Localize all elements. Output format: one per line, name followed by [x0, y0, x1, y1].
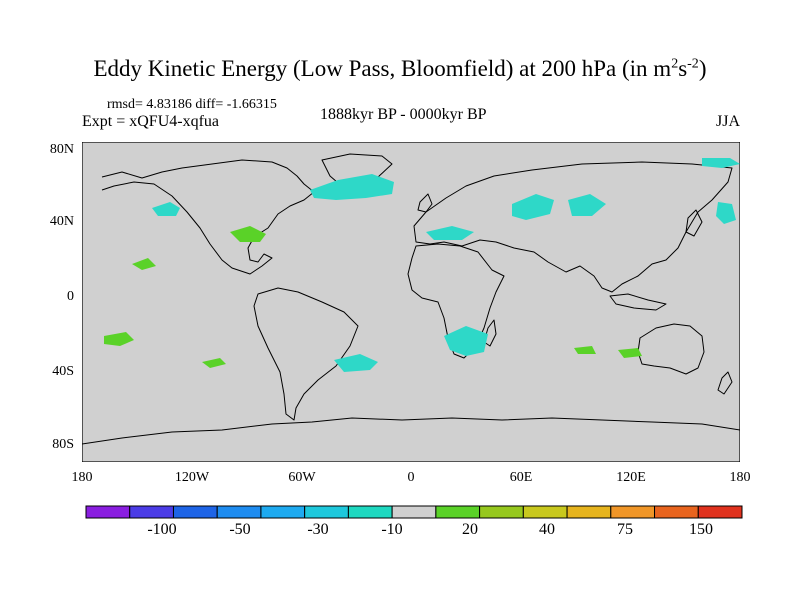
colorbar-label: 150 [689, 521, 713, 538]
experiment-label: Expt = xQFU4-xqfua [82, 113, 220, 130]
positive-anomaly-indian-ocean [574, 346, 596, 354]
negative-anomaly-arctic [702, 158, 740, 168]
indonesia-coast [609, 293, 667, 311]
colorbar-swatch [347, 505, 393, 519]
positive-anomaly-south-pacific-2 [202, 358, 226, 368]
antarctica-coast [82, 417, 740, 445]
colorbar-swatch [697, 505, 743, 519]
north-america-coast [101, 159, 315, 275]
positive-anomaly-south-pacific [104, 332, 134, 346]
coastlines [82, 153, 740, 445]
time-period-label: 1888kyr BP - 0000kyr BP [320, 106, 487, 123]
lat-tick-80s: 80S [52, 437, 74, 452]
anomaly-contours [104, 158, 740, 372]
lat-tick-0: 0 [67, 289, 74, 304]
south-america-coast [253, 287, 359, 421]
colorbar-swatch [435, 505, 481, 519]
colorbar-swatch [654, 505, 699, 519]
negative-anomaly-south-africa [444, 326, 488, 356]
colorbar-swatch [610, 505, 656, 519]
positive-anomaly-australia [618, 348, 642, 358]
lon-tick-180w: 180 [71, 470, 93, 485]
colorbar-label: -30 [307, 521, 329, 538]
season-label: JJA [716, 113, 741, 130]
rmsd-diff-stats: rmsd= 4.83186 diff= -1.66315 [107, 97, 277, 112]
colorbar [85, 505, 743, 519]
plot-title: Eddy Kinetic Energy (Low Pass, Bloomfiel… [93, 56, 707, 81]
colorbar-label: 40 [539, 521, 555, 538]
negative-anomaly-north-atlantic [310, 174, 394, 200]
colorbar-swatch [129, 505, 174, 519]
colorbar-swatch [304, 505, 349, 519]
map-frame [82, 142, 740, 462]
lon-tick-60e: 60E [509, 470, 533, 485]
lon-tick-0: 0 [407, 470, 415, 485]
colorbar-swatch [85, 505, 131, 519]
positive-anomaly-pacific [132, 258, 156, 270]
negative-anomaly-east-asia [716, 202, 736, 224]
negative-anomaly-siberia [512, 194, 554, 220]
australia-coast [637, 323, 705, 375]
lon-tick-60w: 60W [288, 470, 316, 485]
colorbar-swatch [566, 505, 612, 519]
colorbar-label: -100 [147, 521, 177, 538]
lat-tick-40s: 40S [52, 364, 74, 379]
lon-tick-120w: 120W [174, 470, 210, 485]
lon-tick-120e: 120E [616, 470, 646, 485]
colorbar-label: 75 [617, 521, 633, 538]
colorbar-swatch [479, 505, 524, 519]
colorbar-label: 20 [462, 521, 478, 538]
new-zealand-coast [717, 371, 733, 395]
uk-coast [417, 193, 433, 213]
colorbar-label: -10 [381, 521, 403, 538]
world-map [82, 142, 740, 462]
colorbar-swatch [522, 505, 568, 519]
lon-tick-180e: 180 [729, 470, 751, 485]
lat-tick-40n: 40N [49, 214, 74, 229]
colorbar-swatch [391, 505, 437, 519]
japan-coast [685, 209, 703, 237]
colorbar-swatch [172, 505, 218, 519]
colorbar-swatch [216, 505, 262, 519]
colorbar-label: -50 [229, 521, 251, 538]
lat-tick-80n: 80N [49, 142, 74, 157]
negative-anomaly-central-asia [568, 194, 606, 216]
positive-anomaly-eastern-us [230, 226, 266, 242]
negative-anomaly-north-pacific [152, 202, 180, 216]
negative-anomaly-mediterranean [426, 226, 474, 240]
eurasia-coast [413, 161, 733, 293]
colorbar-swatch [260, 505, 306, 519]
negative-anomaly-south-atlantic [334, 354, 378, 372]
